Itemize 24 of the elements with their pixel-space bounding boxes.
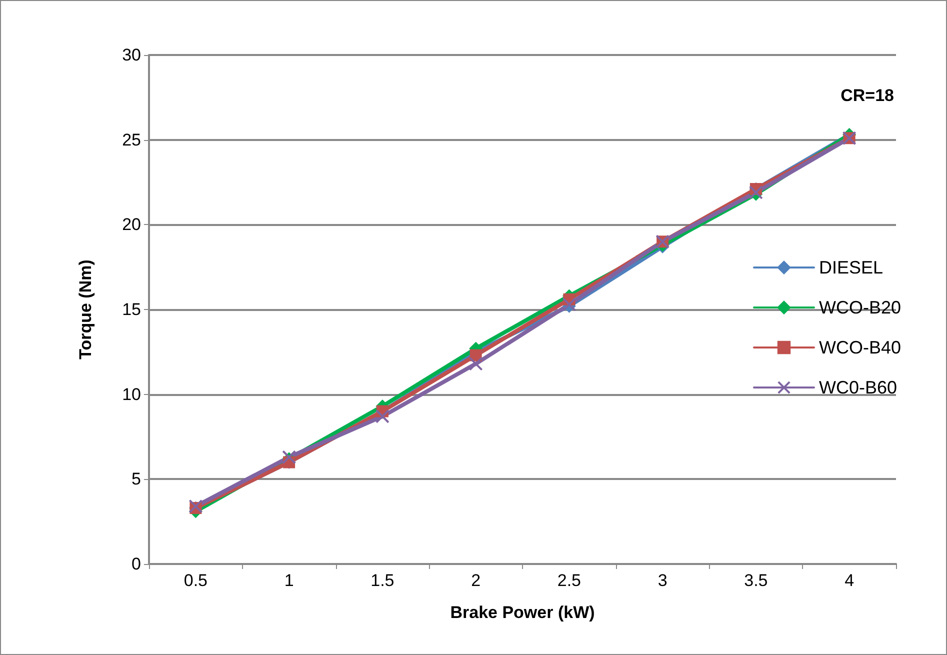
- legend-label: WCO-B40: [818, 338, 902, 358]
- x-tick-label: 0.5: [184, 571, 208, 590]
- y-tick-label: 30: [122, 46, 141, 64]
- y-tick-label: 25: [122, 130, 141, 150]
- x-axis-title: Brake Power (kW): [450, 603, 595, 622]
- x-tick-label: 3: [658, 571, 668, 590]
- x-tick-label: 3.5: [744, 571, 768, 590]
- y-axis-title: Torque (Nm): [76, 260, 95, 360]
- y-tick-label: 5: [132, 470, 141, 489]
- x-tick-label: 1: [284, 571, 294, 590]
- annotation: CR=18: [840, 86, 894, 105]
- y-tick-label: 10: [122, 384, 141, 404]
- legend-label: DIESEL: [818, 258, 884, 278]
- legend-label: WCO-B20: [818, 298, 902, 318]
- x-tick-label: 4: [844, 571, 854, 590]
- y-tick-label: 0: [132, 554, 141, 574]
- x-tick-label: 1.5: [370, 571, 394, 590]
- x-tick-label: 2: [471, 571, 481, 590]
- y-tick-label: 20: [122, 215, 141, 234]
- point: [375, 409, 390, 424]
- y-tick-label: 15: [122, 300, 141, 319]
- point: [468, 356, 483, 371]
- x-tick-label: 2.5: [557, 571, 582, 590]
- legend-label: WC0-B60: [818, 378, 898, 398]
